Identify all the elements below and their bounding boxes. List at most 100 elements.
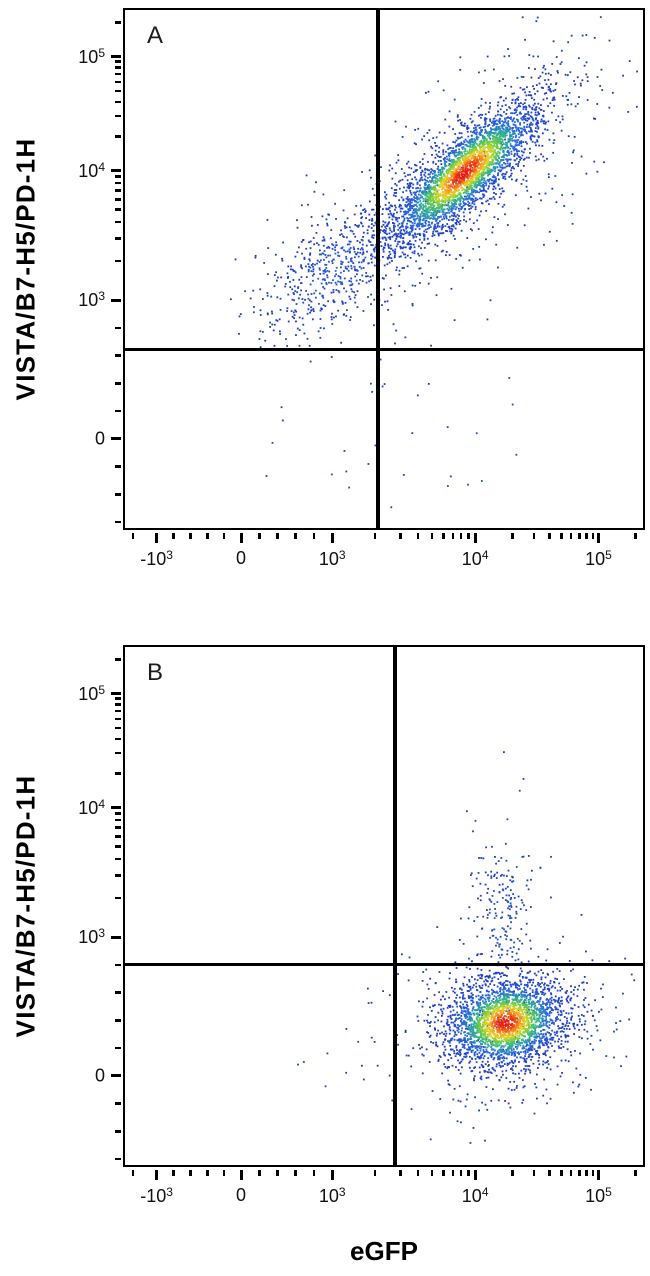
y-axis-minor-tick <box>115 703 121 706</box>
axis-tick-label: 105 <box>585 548 612 569</box>
y-axis-minor-tick <box>115 818 121 822</box>
y-axis-minor-tick <box>115 382 121 385</box>
axis-tick-label: 0 <box>236 548 247 568</box>
y-axis-minor-tick <box>115 896 121 900</box>
y-axis-minor-tick <box>115 114 121 118</box>
plot-area-panel-b: B <box>123 645 645 1167</box>
x-axis-minor-tick <box>189 533 192 539</box>
axis-tick-label: 105 <box>78 682 105 704</box>
x-axis-minor-tick <box>451 533 455 539</box>
y-axis-minor-tick <box>115 181 121 185</box>
y-axis-minor-tick <box>115 21 121 24</box>
y-axis-minor-tick <box>115 326 121 330</box>
y-axis-minor-tick <box>115 874 121 877</box>
x-axis-minor-tick <box>591 533 594 539</box>
y-axis-minor-tick <box>115 80 121 84</box>
y-axis-major-tick <box>111 692 121 696</box>
x-axis-minor-tick <box>548 1170 551 1176</box>
x-axis-minor-tick <box>276 1170 279 1176</box>
x-axis-major-tick <box>239 1170 243 1180</box>
y-axis-minor-tick <box>115 1019 121 1022</box>
x-axis-minor-tick <box>548 533 551 539</box>
x-axis-minor-tick <box>560 1170 563 1176</box>
axis-tick-label: 103 <box>78 289 105 311</box>
x-axis-minor-tick <box>131 1170 135 1176</box>
x-axis-minor-tick <box>222 533 226 539</box>
x-axis-minor-tick <box>312 533 316 539</box>
x-axis-minor-tick <box>206 1170 209 1176</box>
x-axis-minor-tick <box>373 533 377 539</box>
x-axis-minor-tick <box>578 1170 581 1176</box>
x-axis-minor-tick <box>399 533 402 539</box>
y-axis-minor-tick <box>115 208 121 211</box>
x-axis-minor-tick <box>276 533 279 539</box>
x-axis-major-tick <box>155 1170 159 1180</box>
x-axis-minor-tick <box>511 533 514 539</box>
x-axis-minor-tick <box>189 1170 192 1176</box>
y-axis-minor-tick <box>115 198 121 201</box>
x-axis-minor-tick <box>532 533 536 539</box>
scatter-canvas-panel-b <box>125 647 643 1165</box>
x-axis-minor-tick <box>222 1170 226 1176</box>
axis-tick-label: 105 <box>585 1185 612 1206</box>
y-axis-minor-tick <box>115 66 121 69</box>
axis-tick-label: 105 <box>78 45 105 67</box>
x-axis-minor-tick <box>459 533 463 539</box>
quadrant-gate-horizontal-line <box>125 962 643 967</box>
y-axis-minor-tick <box>115 89 121 93</box>
y-axis-major-tick <box>111 298 121 302</box>
y-axis-minor-tick <box>115 857 121 861</box>
x-axis-minor-tick <box>373 1170 377 1176</box>
axis-tick-label: 0 <box>94 428 105 449</box>
y-axis-minor-tick <box>115 465 121 468</box>
x-axis-minor-tick <box>416 1170 420 1176</box>
x-axis-minor-tick <box>442 1170 445 1176</box>
axis-tick-label: 104 <box>461 1185 489 1206</box>
x-axis-ticks-panel-a: -103 0 103 104 105 <box>125 533 643 593</box>
x-axis-major-tick <box>473 533 477 543</box>
plot-area-panel-a: A <box>123 8 645 530</box>
axis-tick-label: 104 <box>461 548 489 569</box>
y-axis-minor-tick <box>115 963 121 967</box>
x-axis-ticks-panel-b: -103 0 103 104 105 <box>125 1170 643 1230</box>
y-axis-major-tick <box>111 169 121 173</box>
x-axis-minor-tick <box>591 1170 594 1176</box>
y-axis-ticks-panel-b: 105 104 103 0 <box>0 647 121 1167</box>
y-axis-major-tick <box>111 935 121 939</box>
y-axis-minor-tick <box>115 409 121 413</box>
x-axis-minor-tick <box>258 1170 261 1176</box>
x-axis-minor-tick <box>399 1170 402 1176</box>
x-axis-major-tick <box>239 533 243 543</box>
x-axis-minor-tick <box>569 1170 573 1176</box>
y-axis-minor-tick <box>115 726 121 730</box>
panel-letter-b: B <box>147 659 164 686</box>
axis-tick-label: 104 <box>78 796 105 818</box>
x-axis-minor-tick <box>634 1170 637 1176</box>
x-axis-minor-tick <box>459 1170 463 1176</box>
y-axis-minor-tick <box>115 697 121 700</box>
y-axis-minor-tick <box>115 220 121 224</box>
x-axis-minor-tick <box>467 533 470 539</box>
x-axis-major-tick <box>596 1170 600 1180</box>
y-axis-minor-tick <box>115 658 121 661</box>
axis-tick-label: -103 <box>140 548 173 569</box>
y-axis-minor-tick <box>115 991 121 994</box>
x-axis-minor-tick <box>131 533 135 539</box>
y-axis-major-tick <box>111 55 121 59</box>
y-axis-minor-tick <box>115 812 121 815</box>
x-axis-minor-tick <box>294 533 297 539</box>
x-axis-minor-tick <box>206 533 209 539</box>
axis-tick-label: 103 <box>318 1185 346 1206</box>
y-axis-ticks-panel-a: 105 104 103 0 <box>0 10 121 530</box>
x-axis-minor-tick <box>467 1170 470 1176</box>
y-axis-minor-tick <box>115 135 121 138</box>
x-axis-minor-tick <box>585 1170 588 1176</box>
y-axis-minor-tick <box>115 1046 121 1050</box>
x-axis-minor-tick <box>442 533 445 539</box>
axis-tick-label: -103 <box>140 1185 173 1206</box>
x-axis-minor-tick <box>578 533 581 539</box>
x-axis-minor-tick <box>532 1170 536 1176</box>
quadrant-gate-vertical-line <box>393 647 397 1165</box>
y-axis-major-tick <box>111 1074 121 1078</box>
axis-tick-label: 103 <box>78 926 105 948</box>
